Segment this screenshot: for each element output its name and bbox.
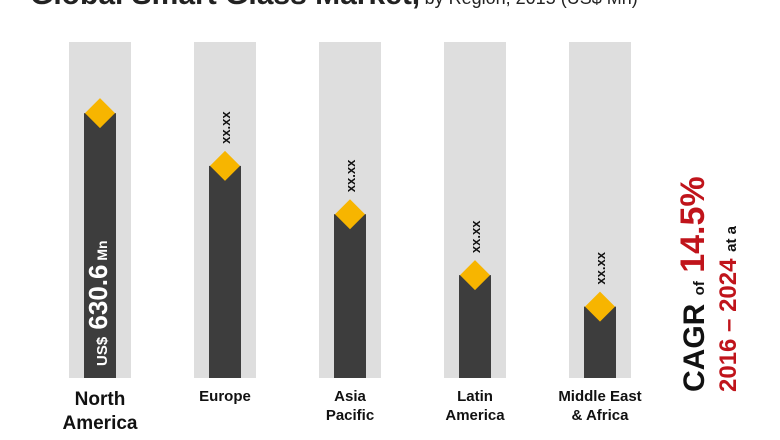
data-label-middle-east-africa: xx.xx	[593, 251, 608, 284]
category-label-line: Middle East	[558, 388, 642, 405]
chart-title-main: Global Smart Glass Market,	[30, 0, 420, 11]
marker-asia-pacific	[335, 199, 365, 230]
bar-asia-pacific	[334, 214, 366, 378]
category-label-line: Latin	[457, 388, 493, 405]
data-label-asia-pacific: xx.xx	[343, 159, 358, 192]
category-label-line: Europe	[199, 388, 251, 405]
category-label-middle-east-africa: Middle East & Africa	[535, 388, 665, 426]
cagr-word: CAGR	[678, 303, 711, 392]
bar-latin-america	[459, 275, 491, 378]
marker-europe	[210, 150, 240, 181]
marker-latin-america	[460, 260, 490, 291]
bar-north-america	[84, 113, 116, 378]
category-label-latin-america: Latin America	[410, 388, 540, 426]
category-label-north-america: North America	[35, 388, 165, 436]
cagr-rate: 14.5%	[674, 176, 712, 273]
category-label-line: & Africa	[571, 406, 629, 424]
category-label-line: Asia	[334, 388, 366, 405]
category-label-line: Pacific	[325, 406, 375, 424]
chart-title: Global Smart Glass Market, by Region, 20…	[30, 0, 638, 12]
cagr-of: of	[691, 281, 708, 296]
marker-north-america	[85, 98, 115, 129]
category-label-europe: Europe	[160, 388, 290, 407]
category-label-asia-pacific: Asia Pacific	[285, 388, 415, 426]
category-label-line: North	[74, 389, 126, 410]
cagr-period: 2016 – 2024	[715, 258, 742, 392]
data-label-europe: xx.xx	[218, 111, 233, 144]
bar-europe	[209, 165, 241, 378]
category-label-line: America	[445, 406, 505, 424]
cagr-at-a: at a	[723, 226, 740, 252]
category-label-line: America	[62, 412, 138, 434]
data-label-latin-america: xx.xx	[468, 220, 483, 253]
data-label-north-america: US$ 630.6 Mn	[83, 240, 113, 366]
marker-middle-east-africa	[585, 291, 615, 322]
chart-title-sub: by Region, 2015 (US$ Mn)	[425, 0, 638, 8]
